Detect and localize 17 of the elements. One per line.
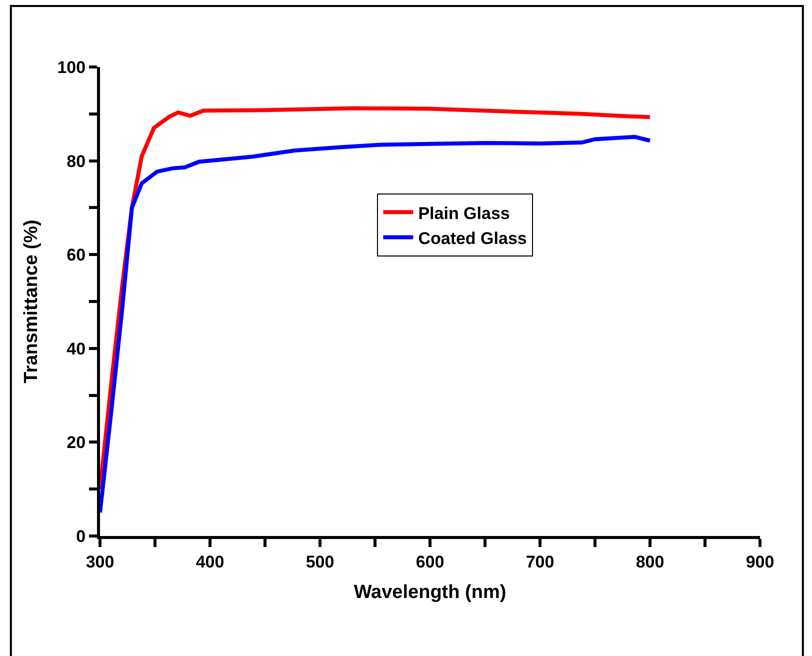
y-tick-label: 100: [57, 58, 86, 77]
x-tick-label: 600: [416, 552, 444, 572]
y-axis-title: Transmittance (%): [21, 220, 42, 384]
x-axis-title: Wavelength (nm): [354, 582, 506, 604]
y-tick-label: 80: [66, 152, 86, 171]
y-tick-label: 0: [76, 526, 86, 546]
y-tick-label: 40: [66, 339, 86, 358]
y-tick-label: 20: [66, 433, 86, 452]
x-tick-label: 500: [306, 552, 334, 572]
legend-label: Coated Glass: [418, 228, 527, 248]
x-tick-label: 700: [526, 552, 554, 572]
legend-label: Plain Glass: [418, 204, 510, 223]
y-tick-label: 60: [66, 246, 86, 265]
x-tick-label: 900: [746, 552, 774, 572]
x-tick-label: 400: [196, 552, 224, 572]
x-tick-label: 300: [86, 552, 114, 572]
x-tick-label: 800: [636, 552, 664, 572]
